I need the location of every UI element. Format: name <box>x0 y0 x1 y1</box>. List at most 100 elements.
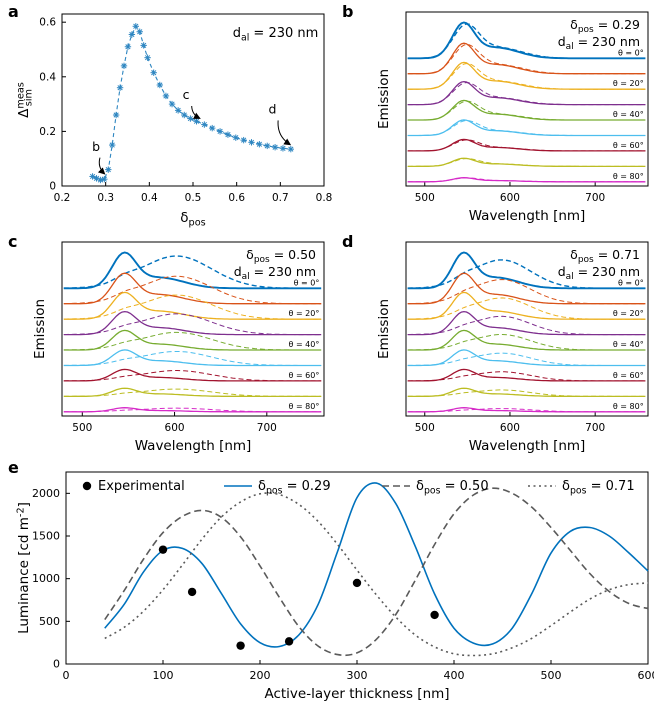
measured-spectrum-30 <box>407 80 646 106</box>
asterisk-marker <box>140 42 147 49</box>
asterisk-marker <box>162 92 170 100</box>
measured-spectrum-70 <box>407 157 646 168</box>
panel-letter-b: b <box>342 2 354 21</box>
panel-d-plot: 500 600 700 θ = 0° θ = 20° θ = 40° θ = 60° θ = … <box>376 241 649 454</box>
panel-annotation: dal = 230 nm <box>234 264 316 282</box>
x-tick-label: 700 <box>257 422 277 434</box>
x-tick-label: 0.5 <box>185 192 202 204</box>
angle-label: θ = 20° <box>289 309 320 318</box>
asterisk-marker <box>232 134 239 141</box>
asterisk-marker <box>112 111 120 119</box>
measured-spectrum-80 <box>407 177 646 183</box>
y-tick-label: 500 <box>39 615 60 628</box>
series-solid <box>104 482 649 648</box>
panel-letter-a: a <box>8 2 19 21</box>
panel-b-plot: 500 600 700 θ = 0° θ = 20° θ = 40° θ = 60° θ = … <box>376 11 649 224</box>
asterisk-marker <box>279 145 287 152</box>
experimental-point <box>430 610 439 620</box>
panel-annotation: dal = 230 nm <box>558 264 640 282</box>
x-tick-label: 0.4 <box>141 192 158 204</box>
y-tick-label: 1000 <box>32 572 60 585</box>
simulated-spectrum-60 <box>63 370 322 382</box>
asterisk-marker <box>132 23 139 30</box>
panel-annotation: dal = 230 nm <box>233 26 319 43</box>
measured-spectrum-80 <box>407 407 646 413</box>
legend-label: δpos = 0.50 <box>416 479 489 496</box>
y-tick-label: 0.6 <box>39 17 56 29</box>
measured-spectrum-40 <box>63 329 322 351</box>
asterisk-marker <box>136 28 143 35</box>
y-axis-label: Luminance [cd m-2] <box>15 502 32 634</box>
x-tick-label: 600 <box>500 422 520 434</box>
measured-spectrum-10 <box>407 272 646 305</box>
asterisk-marker <box>216 128 224 135</box>
measured-spectrum-40 <box>407 329 646 351</box>
angle-label: θ = 80° <box>613 402 644 411</box>
y-axis-label: Emission <box>376 69 392 129</box>
asterisk-marker <box>128 31 136 38</box>
x-tick-label: 100 <box>153 669 174 682</box>
series-dotted <box>104 492 649 657</box>
panel-a: 0.2 0.3 0.4 0.5 0.6 0.7 0.8 0 0.2 0.4 0.6 b c d dal = … <box>14 4 334 228</box>
angle-label: θ = 60° <box>613 141 644 150</box>
simulated-spectrum-10 <box>407 278 646 305</box>
asterisk-marker <box>156 81 164 89</box>
axes-box <box>405 241 649 417</box>
panel-annotation: δpos = 0.71 <box>570 247 640 265</box>
x-tick-label: 500 <box>415 192 435 204</box>
angle-label: θ = 0° <box>618 48 644 57</box>
angle-label: θ = 80° <box>613 172 644 181</box>
simulated-spectrum-80 <box>63 407 322 413</box>
asterisk-marker <box>201 121 208 128</box>
panel-d: 500 600 700 θ = 0° θ = 20° θ = 40° θ = 60° θ = … <box>340 234 656 458</box>
measured-spectrum-0 <box>407 251 646 290</box>
y-tick-label: 0 <box>49 181 56 193</box>
callout-c: c <box>183 87 190 102</box>
asterisk-marker <box>187 115 194 122</box>
asterisk-marker <box>287 145 295 153</box>
x-tick-label: 400 <box>444 669 465 682</box>
x-tick-label: 0.7 <box>272 192 289 204</box>
callout-arrow-d <box>277 120 292 146</box>
measured-spectrum-60 <box>407 368 646 382</box>
measured-spectrum-20 <box>407 291 646 320</box>
measured-spectrum-30 <box>63 310 322 336</box>
measured-spectrum-70 <box>407 387 646 398</box>
panel-letter-e: e <box>8 458 19 477</box>
x-tick-label: 700 <box>585 422 605 434</box>
x-tick-label: 300 <box>347 669 368 682</box>
experimental-point <box>187 587 197 597</box>
axes-box <box>61 241 325 417</box>
x-tick-label: 500 <box>72 422 92 434</box>
simulated-spectrum-10 <box>63 275 322 305</box>
legend-dot-marker <box>82 481 92 491</box>
panel-c: 500 600 700 θ = 0° θ = 20° θ = 40° θ = 60° θ = … <box>14 234 334 458</box>
x-tick-label: 700 <box>585 192 605 204</box>
angle-label: θ = 40° <box>289 340 320 349</box>
panel-letter-d: d <box>342 232 354 251</box>
series-dashed <box>104 487 649 657</box>
asterisk-marker <box>271 144 279 151</box>
measured-spectrum-10 <box>407 42 646 75</box>
y-tick-label: 0 <box>53 658 60 671</box>
axes-box <box>65 471 649 665</box>
measured-spectrum-50 <box>407 349 646 367</box>
y-tick-label: 1500 <box>32 530 60 543</box>
asterisk-marker <box>109 141 116 149</box>
y-tick-label: 2000 <box>32 487 60 500</box>
experimental-point <box>236 641 245 650</box>
series-delta-sim-meas <box>92 25 291 181</box>
panel-e-plot: 0 100 200 300 400 500 600 0 500 1000 1500 2000 Exper… <box>15 471 658 702</box>
legend-label: δpos = 0.29 <box>258 479 331 496</box>
experimental-point <box>158 545 168 554</box>
asterisk-marker <box>248 139 255 146</box>
x-axis-label: δpos <box>180 210 205 228</box>
angle-label: θ = 20° <box>613 79 644 88</box>
measured-spectrum-0 <box>63 251 322 290</box>
legend-label: Experimental <box>98 479 185 494</box>
experimental-point <box>284 637 294 646</box>
x-tick-label: 500 <box>541 669 562 682</box>
asterisk-marker <box>168 100 176 108</box>
measured-spectrum-50 <box>407 119 646 137</box>
